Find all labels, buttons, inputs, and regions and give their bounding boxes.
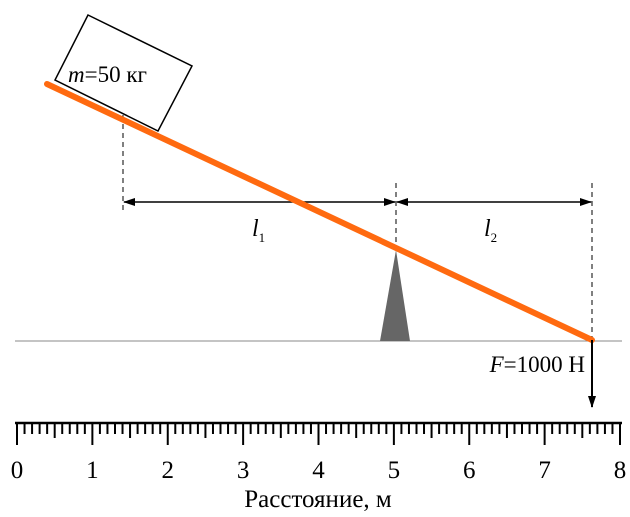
- tick-label: 3: [237, 457, 250, 484]
- arm2-label: l2: [484, 216, 497, 245]
- tick-label: 2: [162, 457, 175, 484]
- arm1-label: l1: [252, 216, 265, 245]
- tick-label: 6: [463, 457, 476, 484]
- tick-label: 1: [86, 457, 99, 484]
- subscript: 1: [259, 230, 266, 245]
- tick-label: 0: [11, 457, 24, 484]
- symbol: m: [68, 62, 85, 87]
- tick-label: 4: [312, 457, 325, 484]
- mass-box: [53, 14, 194, 132]
- force-label: F=1000 Н: [489, 352, 585, 377]
- symbol: F: [489, 352, 505, 377]
- mass-label: m=50 кг: [68, 62, 147, 87]
- symbol: l: [484, 216, 491, 242]
- ruler: 0 1 2 3 4 5 6 7 8: [11, 421, 627, 484]
- tick-label: 8: [614, 457, 627, 484]
- tick-label: 7: [538, 457, 551, 484]
- tick-label: 5: [388, 457, 401, 484]
- text: =50 кг: [85, 62, 147, 87]
- guides: [122, 115, 593, 338]
- symbol: l: [252, 216, 259, 242]
- subscript: 2: [491, 230, 498, 245]
- text: =1000 Н: [504, 352, 585, 377]
- lever-beam: [44, 81, 595, 343]
- fulcrum: [380, 250, 410, 341]
- ruler-label: Расстояние, м: [244, 486, 392, 513]
